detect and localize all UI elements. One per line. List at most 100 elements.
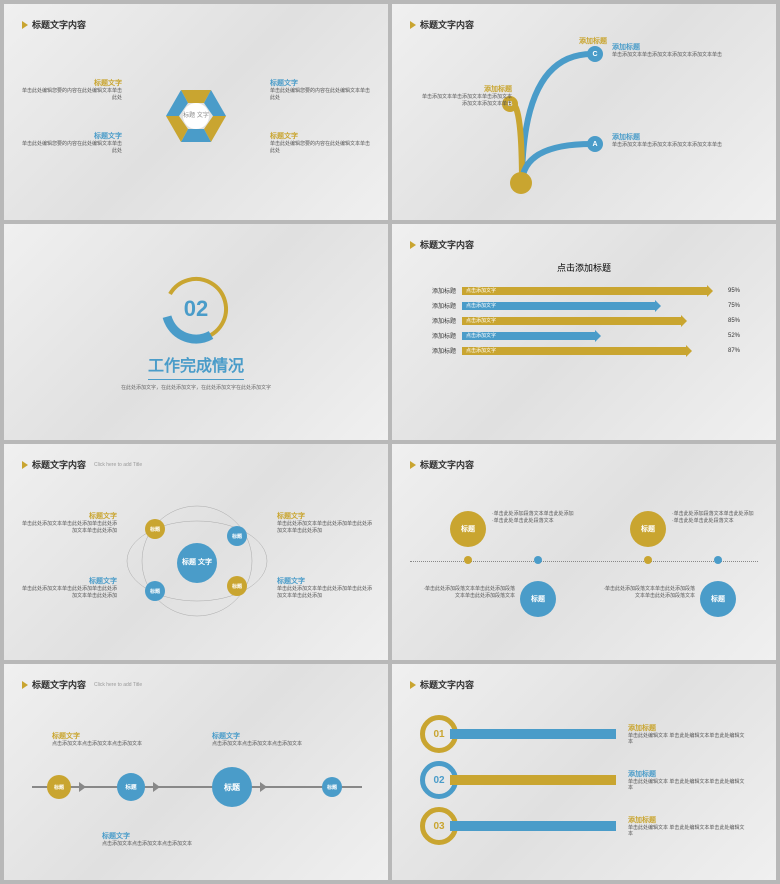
chart-title: 点击添加标题 — [410, 261, 758, 274]
header-sub: Click here to add Title — [94, 462, 142, 468]
header-title: 标题文字内容 — [32, 678, 86, 691]
item-desc: 单击此处编辑您要的内容在此处编辑文本单击此处 — [22, 88, 122, 101]
curve-title: 添加标题 — [628, 815, 748, 825]
curve-desc: 单击此处编辑文本 单击此处编辑文本单击此处编辑文本 — [628, 779, 748, 792]
curve-list: 01 添加标题 单击此处编辑文本 单击此处编辑文本单击此处编辑文本 02 添加标… — [410, 701, 758, 859]
bar-fill: 点击添加文字 — [462, 317, 683, 325]
slide-2: 标题文字内容 C B A 添加标题 添加标题 单击添加文本单击添加文本添加文本添… — [392, 4, 776, 220]
node-desc: 单击添加文本单击添加文本单击添加文本添加文本添加文本单击 — [422, 94, 512, 107]
bar-fill: 点击添加文字 — [462, 347, 688, 355]
curve-desc: 单击此处编辑文本 单击此处编辑文本单击此处编辑文本 — [628, 825, 748, 838]
curve-shape: 01 — [420, 715, 616, 753]
bar-value: 95% — [728, 288, 748, 294]
curve-title: 添加标题 — [628, 723, 748, 733]
header-title: 标题文字内容 — [420, 458, 474, 471]
item-title: 标题文字 — [22, 78, 122, 88]
bar-fill: 点击添加文字 — [462, 332, 597, 340]
curve-text: 添加标题 单击此处编辑文本 单击此处编辑文本单击此处编辑文本 — [628, 723, 748, 746]
item-title: 标题文字 — [22, 576, 117, 586]
curve-shape: 02 — [420, 761, 616, 799]
bar-label: 添加标题 — [420, 316, 456, 325]
bar-row: 添加标题 点击添加文字 87% — [420, 346, 748, 355]
curve-bar — [450, 821, 616, 831]
bar-track: 点击添加文字 — [462, 317, 722, 325]
header-title: 标题文字内容 — [420, 238, 474, 251]
triangle-icon — [22, 21, 28, 29]
tl-dot — [464, 556, 472, 564]
flow-node: 标题 — [322, 777, 342, 797]
tl-dot — [534, 556, 542, 564]
bar-label: 添加标题 — [420, 346, 456, 355]
curve-shape: 03 — [420, 807, 616, 845]
node-c: C — [587, 46, 603, 62]
tl-node: 标题 — [630, 511, 666, 547]
curve-text: 添加标题 单击此处编辑文本 单击此处编辑文本单击此处编辑文本 — [628, 769, 748, 792]
tl-desc: ·单击此处添加段落文本单击此处添加 ·单击此处单击此处段落文本 — [672, 511, 772, 524]
slide-5: 标题文字内容 Click here to add Title 标题 文字 标题 标… — [4, 444, 388, 660]
slide-1: 标题文字内容 标题文字 单击此处编辑您要的内容在此处编辑文本单击此处 标题文字 … — [4, 4, 388, 220]
cap-desc: 点击添加文本点击添加文本点击添加文本 — [212, 741, 302, 748]
hex-center: 标题 文字 — [183, 103, 209, 129]
slide-grid: 标题文字内容 标题文字 单击此处编辑您要的内容在此处编辑文本单击此处 标题文字 … — [0, 0, 780, 884]
bar-label: 添加标题 — [420, 301, 456, 310]
slide-4: 标题文字内容 点击添加标题 添加标题 点击添加文字 95%添加标题 点击添加文字… — [392, 224, 776, 440]
item-title: 标题文字 — [22, 131, 122, 141]
hexagon-diagram: 标题 文字 — [166, 90, 226, 142]
sat-node: 标题 — [145, 581, 165, 601]
node-title: 添加标题 — [422, 84, 512, 94]
bar-chart: 添加标题 点击添加文字 95%添加标题 点击添加文字 75%添加标题 点击添加文… — [410, 286, 758, 355]
bar-row: 添加标题 点击添加文字 95% — [420, 286, 748, 295]
cap-title: 标题文字 — [102, 831, 192, 841]
bar-row: 添加标题 点击添加文字 85% — [420, 316, 748, 325]
section-subtitle: 在此处添加文字，在此处添加文字，在此处添加文字在此处添加文字 — [121, 384, 271, 391]
curve-desc: 单击此处编辑文本 单击此处编辑文本单击此处编辑文本 — [628, 733, 748, 746]
node-title: 添加标题 — [612, 42, 722, 52]
node-title: 添加标题 — [557, 36, 607, 46]
bar-row: 添加标题 点击添加文字 75% — [420, 301, 748, 310]
curve-text: 添加标题 单击此处编辑文本 单击此处编辑文本单击此处编辑文本 — [628, 815, 748, 838]
header-title: 标题文字内容 — [32, 18, 86, 31]
cap-desc: 点击添加文本点击添加文本点击添加文本 — [102, 841, 192, 848]
triangle-icon — [410, 241, 416, 249]
sat-node: 标题 — [227, 576, 247, 596]
bar-value: 75% — [728, 303, 748, 309]
item-title: 标题文字 — [277, 511, 372, 521]
item-title: 标题文字 — [22, 511, 117, 521]
cap-title: 标题文字 — [212, 731, 302, 741]
item-title: 标题文字 — [270, 131, 370, 141]
sat-node: 标题 — [145, 519, 165, 539]
bar-fill: 点击添加文字 — [462, 287, 709, 295]
item-desc: 单击此处编辑您要的内容在此处编辑文本单击此处 — [270, 88, 370, 101]
bar-label: 添加标题 — [420, 331, 456, 340]
slide-6: 标题文字内容 标题 标题 标题 标题 ·单击此处添加段落文本单击此处添加 ·单击… — [392, 444, 776, 660]
item-desc: 单击此处添加文本单击此处添加单击此处添加文本单击此处添加 — [277, 521, 372, 534]
curve-row: 02 添加标题 单击此处编辑文本 单击此处编辑文本单击此处编辑文本 — [420, 761, 748, 799]
center-node: 标题 文字 — [177, 543, 217, 583]
arrow-icon — [260, 782, 267, 792]
slide-3: 02 工作完成情况 在此处添加文字，在此处添加文字，在此处添加文字在此处添加文字 — [4, 224, 388, 440]
cap-desc: 点击添加文本点击添加文本点击添加文本 — [52, 741, 142, 748]
tl-node: 标题 — [450, 511, 486, 547]
item-title: 标题文字 — [270, 78, 370, 88]
slide-header: 标题文字内容 — [22, 18, 370, 31]
node-a: A — [587, 136, 603, 152]
bar-track: 点击添加文字 — [462, 347, 722, 355]
bar-value: 52% — [728, 333, 748, 339]
triangle-icon — [22, 461, 28, 469]
cap-title: 标题文字 — [52, 731, 142, 741]
tl-desc: ·单击此处添加段落文本单击此处添加段落文本单击此处添加段落文本 — [420, 586, 515, 599]
flow-node: 标题 — [117, 773, 145, 801]
curve-title: 添加标题 — [628, 769, 748, 779]
bar-label: 添加标题 — [420, 286, 456, 295]
item-title: 标题文字 — [277, 576, 372, 586]
node-title: 添加标题 — [612, 132, 722, 142]
bar-track: 点击添加文字 — [462, 302, 722, 310]
node-desc: 单击添加文本单击添加文本添加文本添加文本单击 — [612, 142, 722, 149]
slide-7: 标题文字内容Click here to add Title 标题标题标题标题 标… — [4, 664, 388, 880]
header-title: 标题文字内容 — [32, 458, 86, 471]
item-desc: 单击此处添加文本单击此处添加单击此处添加文本单击此处添加 — [277, 586, 372, 599]
item-desc: 单击此处编辑您要的内容在此处编辑文本单击此处 — [22, 141, 122, 154]
header-title: 标题文字内容 — [420, 18, 474, 31]
tl-node: 标题 — [700, 581, 736, 617]
section-ring: 02 — [161, 274, 231, 344]
